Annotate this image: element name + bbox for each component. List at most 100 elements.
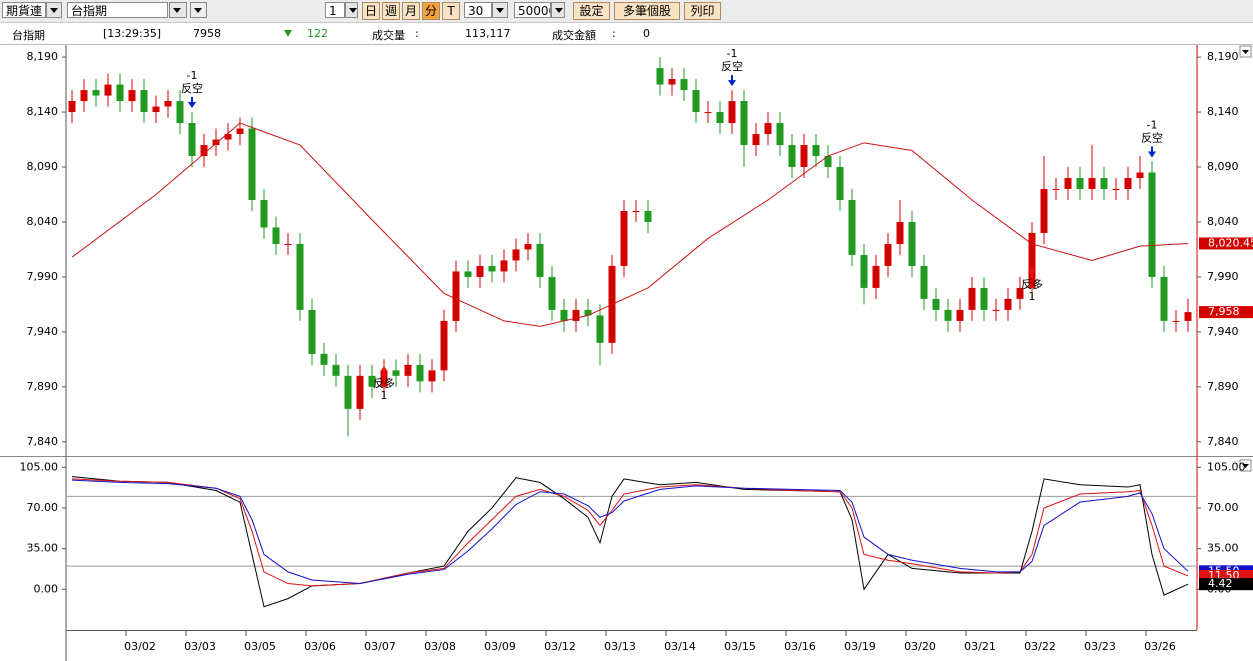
y-tick-label: 7,940 <box>1207 325 1239 338</box>
candle-body <box>368 375 376 387</box>
candle-body <box>1148 172 1156 277</box>
candle-body <box>548 276 556 310</box>
settings-button[interactable]: 設定 <box>573 2 610 20</box>
bars-input[interactable]: 50000 <box>514 2 551 18</box>
candle-body <box>968 287 976 310</box>
candle-body <box>920 265 928 299</box>
toolbar: 期貨連 台指期 1 日 週 月 分 T 30 50000 設定 多筆個股 列印 <box>0 0 1253 23</box>
candle-body <box>344 375 352 409</box>
candle-body <box>488 265 496 272</box>
candle-body <box>632 210 640 212</box>
interval-dropdown[interactable] <box>492 2 508 18</box>
interval-select[interactable]: 30 <box>464 2 492 18</box>
y-tick-label: 8,190 <box>27 50 59 63</box>
candle-body <box>452 271 460 321</box>
candle-body <box>68 101 76 113</box>
y-tick-label: 8,140 <box>1207 105 1239 118</box>
candle-body <box>572 309 580 321</box>
multi-stock-button[interactable]: 多筆個股 <box>614 2 680 20</box>
candle-body <box>428 370 436 382</box>
candle-body <box>200 145 208 157</box>
x-tick-label: 03/23 <box>1084 640 1116 653</box>
x-tick-label: 03/12 <box>544 640 576 653</box>
candle-body <box>272 227 280 244</box>
candle-body <box>1100 178 1108 189</box>
candle-body <box>176 101 184 124</box>
info-volume-label: 成交量 <box>372 29 405 42</box>
candle-body <box>644 210 652 222</box>
market-select[interactable]: 期貨連 <box>2 2 46 18</box>
candle-body <box>1136 172 1144 179</box>
y-tick-label: 7,890 <box>1207 380 1239 393</box>
x-tick-label: 03/21 <box>964 640 996 653</box>
value-tag-label: 4.42 <box>1208 577 1233 590</box>
market-dropdown[interactable] <box>46 2 62 18</box>
candle-body <box>104 84 112 96</box>
candle-body <box>944 309 952 321</box>
candle-body <box>800 145 808 168</box>
y-tick-label: 70.00 <box>27 501 59 514</box>
x-tick-label: 03/26 <box>1144 640 1176 653</box>
print-button[interactable]: 列印 <box>684 2 721 20</box>
y-tick-label: 0.00 <box>34 582 59 595</box>
x-tick-label: 03/02 <box>124 640 156 653</box>
info-price: 7958 <box>193 27 221 40</box>
candle-body <box>1124 178 1132 189</box>
candle-body <box>1184 312 1192 321</box>
candle-body <box>284 243 292 245</box>
candle-body <box>656 68 664 85</box>
info-amount: 0 <box>643 27 650 40</box>
candle-body <box>716 112 724 124</box>
x-tick-label: 03/07 <box>364 640 396 653</box>
y-tick-label: 7,840 <box>1207 435 1239 448</box>
candle-body <box>860 254 868 288</box>
x-tick-label: 03/15 <box>724 640 756 653</box>
candle-body <box>464 271 472 277</box>
candle-body <box>92 90 100 96</box>
period-button[interactable]: T <box>442 2 460 20</box>
candle-body <box>248 128 256 200</box>
candle-body <box>1112 188 1120 190</box>
candle-body <box>116 84 124 102</box>
period-button[interactable]: 日 <box>362 2 380 20</box>
candle-body <box>1052 188 1060 190</box>
x-tick-label: 03/08 <box>424 640 456 653</box>
period-button[interactable]: 分 <box>422 2 440 20</box>
candle-body <box>1088 178 1096 189</box>
candle-body <box>416 364 424 382</box>
y-tick-label: 35.00 <box>27 542 59 555</box>
x-tick-label: 03/22 <box>1024 640 1056 653</box>
period-button[interactable]: 週 <box>382 2 400 20</box>
candle-body <box>260 199 268 228</box>
candle-body <box>308 309 316 354</box>
candle-body <box>980 287 988 310</box>
bars-spinner[interactable] <box>551 2 565 18</box>
info-bar: 台指期 [13:29:35] 7958 122 成交量 : 113,117 成交… <box>0 23 1253 45</box>
sell-arrow <box>728 75 736 87</box>
candle-body <box>1172 320 1180 322</box>
info-sep: : <box>612 27 616 40</box>
symbol-input[interactable]: 台指期 <box>67 2 168 18</box>
background <box>0 44 1253 661</box>
search-button[interactable] <box>190 2 207 18</box>
sell-arrow <box>188 97 196 109</box>
candle-body <box>1064 178 1072 189</box>
count-input[interactable]: 1 <box>325 2 345 18</box>
symbol-dropdown[interactable] <box>169 2 187 18</box>
candle-body <box>212 139 220 146</box>
candle-body <box>764 123 772 135</box>
candle-body <box>380 370 388 387</box>
candle-body <box>884 243 892 266</box>
candle-body <box>320 353 328 365</box>
signal-label: 反空 <box>181 81 203 95</box>
buy-arrow <box>380 365 388 377</box>
count-spinner[interactable] <box>345 2 358 18</box>
candle-body <box>1160 276 1168 321</box>
y-tick-label: 8,140 <box>27 105 59 118</box>
period-button[interactable]: 月 <box>402 2 420 20</box>
y-tick-label: 8,040 <box>27 215 59 228</box>
candle-body <box>956 309 964 321</box>
y-tick-label: 105.00 <box>20 460 59 473</box>
y-tick-label: 8,190 <box>1207 50 1239 63</box>
